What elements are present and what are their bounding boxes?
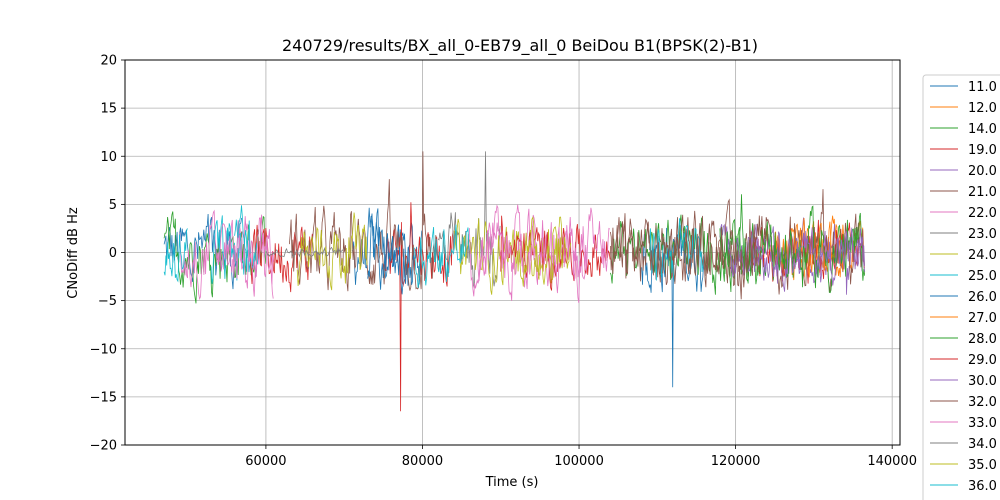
series-line [234,205,251,272]
series-line [437,151,501,289]
y-tick-label: 10 [100,150,117,165]
legend-label: 36.0 [968,479,997,494]
y-tick-label: 5 [109,198,117,213]
y-tick-label: −15 [90,390,117,405]
y-axis: −20 −15 −10 −5 0 5 10 15 20 [90,54,125,454]
series-line [179,209,275,301]
legend-label: 22.0 [968,206,997,221]
series-19.0 [249,202,865,412]
legend-label: 29.0 [968,353,997,368]
series-23.0 [437,151,501,289]
legend-label: 34.0 [968,437,997,452]
legend: 11.0 12.0 14.0 19.0 20.0 21.0 22.0 23.0 24.0 25.0… [922,74,1000,500]
series-line [210,215,258,284]
series-line [163,228,188,283]
series-line [414,224,470,289]
legend-label: 35.0 [968,458,997,473]
series-line [249,224,313,293]
legend-label: 23.0 [968,227,997,242]
series-line [727,227,866,292]
series-line [469,204,611,303]
series-32.0 [610,198,759,288]
legend-label: 25.0 [968,269,997,284]
series-line [265,246,344,258]
series-30.0 [727,227,866,292]
legend-label: 12.0 [968,101,997,116]
series-line [516,216,572,287]
y-tick-label: −20 [90,439,117,454]
x-tick-label: 140000 [867,454,917,469]
plot-area [163,151,866,412]
y-tick-label: 15 [100,102,117,117]
y-tick-label: −5 [98,294,117,309]
series-33.0 [218,204,611,303]
series-35.0 [516,216,572,287]
legend-label: 26.0 [968,290,997,305]
series-line [218,217,274,299]
series-34.0 [265,246,344,258]
series-line [289,151,438,292]
y-axis-label: CNoDiff dB Hz [66,207,81,299]
x-tick-label: 120000 [711,454,761,469]
legend-label: 11.0 [968,80,997,95]
series-26.0 [367,213,415,295]
y-tick-label: 20 [100,54,117,69]
x-tick-label: 100000 [554,454,604,469]
series-line [500,215,611,291]
legend-label: 14.0 [968,122,997,137]
legend-label: 32.0 [968,395,997,410]
series-line [296,212,368,291]
x-tick-label: 60000 [245,454,286,469]
chart-title: 240729/results/BX_all_0-EB79_all_0 BeiDo… [282,36,758,56]
legend-box [922,74,1000,500]
x-tick-label: 80000 [402,454,443,469]
series-36.0 [163,205,251,283]
legend-label: 20.0 [968,164,997,179]
legend-label: 33.0 [968,416,997,431]
legend-label: 19.0 [968,143,997,158]
legend-label: 30.0 [968,374,997,389]
series-line [610,198,759,288]
series-29.0 [500,215,611,291]
y-tick-label: 0 [109,246,117,261]
x-axis: 60000 80000 100000 120000 140000 [245,445,917,469]
y-tick-label: −10 [90,342,117,357]
series-line [382,202,454,412]
x-axis-label: Time (s) [485,475,539,490]
legend-label: 28.0 [968,332,997,347]
legend-label: 24.0 [968,248,997,263]
legend-label: 27.0 [968,311,997,326]
series-line [367,213,415,295]
legend-label: 21.0 [968,185,997,200]
